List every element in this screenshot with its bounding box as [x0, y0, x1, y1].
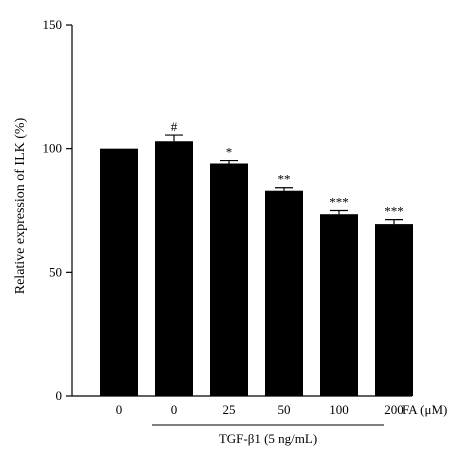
- group-label: TGF-β1 (5 ng/mL): [219, 431, 317, 446]
- significance-label-4: ***: [329, 195, 349, 210]
- bar-5: [375, 224, 413, 396]
- significance-label-5: ***: [384, 204, 404, 219]
- bar-1: [155, 141, 193, 396]
- x-tick-label-3: 50: [278, 402, 291, 417]
- bar-0: [100, 148, 138, 396]
- x-tick-label-1: 0: [171, 402, 178, 417]
- y-tick-label-3: 150: [43, 17, 63, 32]
- x-tick-label-5: 200: [384, 402, 404, 417]
- x-tick-labels: 0 0 25 50 100 200: [116, 402, 404, 417]
- y-axis: 0 50 100 150: [43, 17, 73, 403]
- significance-label-1: #: [171, 119, 178, 134]
- x-unit-label: FA (μM): [402, 402, 447, 417]
- bars: [100, 141, 413, 396]
- y-tick-label-1: 50: [49, 264, 62, 279]
- bar-2: [210, 163, 248, 396]
- significance-label-3: **: [278, 172, 291, 187]
- y-tick-label-2: 100: [43, 141, 63, 156]
- x-tick-label-4: 100: [329, 402, 349, 417]
- significance-label-2: *: [226, 145, 233, 160]
- significance-labels: #*********: [171, 119, 404, 219]
- bar-3: [265, 190, 303, 396]
- bar-4: [320, 214, 358, 396]
- x-tick-label-0: 0: [116, 402, 123, 417]
- y-tick-label-0: 0: [56, 388, 63, 403]
- error-bars: [165, 134, 403, 225]
- x-tick-label-2: 25: [223, 402, 236, 417]
- y-axis-label: Relative expression of ILK (%): [13, 117, 28, 294]
